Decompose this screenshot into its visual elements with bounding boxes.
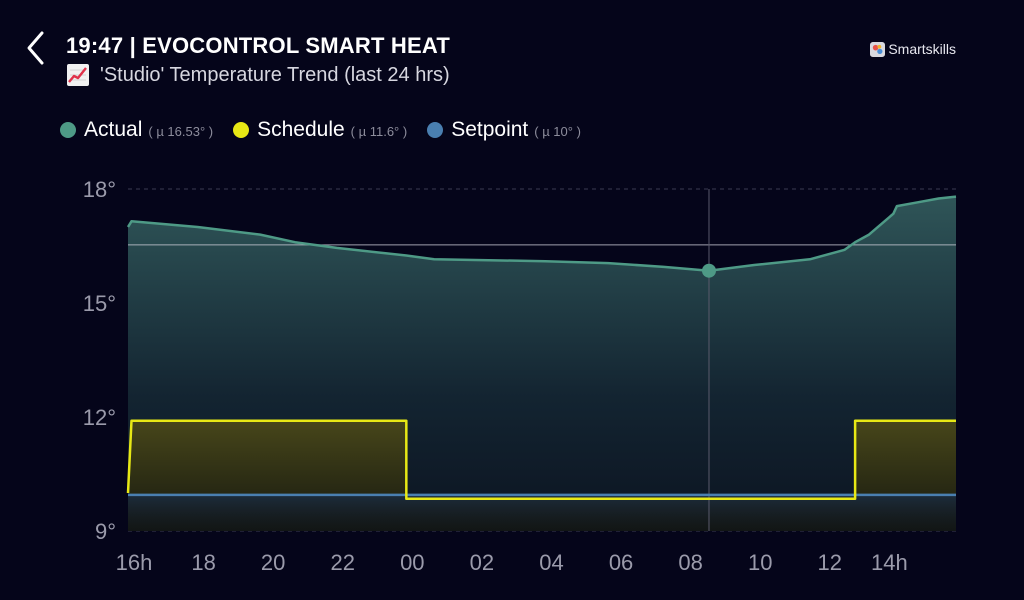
- legend-dot-schedule: [233, 122, 250, 138]
- legend-mean-setpoint: ( µ 10° ): [534, 124, 581, 139]
- x-tick-label: 02: [470, 550, 494, 575]
- x-tick-label: 18: [191, 550, 215, 575]
- legend-item-setpoint[interactable]: Setpoint ( µ 10° ): [427, 118, 581, 142]
- legend-label-schedule: Schedule: [257, 118, 345, 141]
- y-tick-label: 15°: [83, 291, 116, 316]
- brand: Smartskills: [870, 41, 956, 57]
- page-title: 19:47 | EVOCONTROL SMART HEAT: [66, 33, 450, 58]
- smartskills-logo-icon: [870, 41, 886, 57]
- setpoint-area: [128, 494, 956, 531]
- x-tick-label: 08: [678, 550, 702, 575]
- x-tick-label: 12: [818, 550, 842, 575]
- legend-dot-actual: [60, 122, 76, 138]
- x-tick-label: 06: [609, 550, 633, 575]
- legend-mean-schedule: ( µ 11.6° ): [350, 124, 408, 139]
- y-tick-label: 12°: [83, 405, 116, 430]
- legend-mean-actual: ( µ 16.53° ): [148, 124, 214, 139]
- subtitle-row: 'Studio' Temperature Trend (last 24 hrs): [66, 63, 450, 87]
- legend-label-actual: Actual: [84, 118, 143, 141]
- y-tick-label: 18°: [83, 177, 116, 202]
- legend-item-actual[interactable]: Actual ( µ 16.53° ): [60, 118, 213, 142]
- x-tick-label: 22: [330, 550, 354, 575]
- schedule-line: [126, 419, 956, 500]
- legend-label-setpoint: Setpoint: [451, 118, 529, 141]
- brand-name: Smartskills: [888, 41, 956, 57]
- x-tick-label: 20: [261, 550, 285, 575]
- x-tick-label: 10: [748, 550, 772, 575]
- legend-dot-setpoint: [427, 122, 444, 138]
- x-tick-label: 00: [400, 550, 424, 575]
- chevron-left-icon: [27, 31, 44, 65]
- header: 19:47 | EVOCONTROL SMART HEAT 'Studio' T…: [0, 0, 1024, 100]
- chart-subtitle: 'Studio' Temperature Trend (last 24 hrs): [100, 63, 450, 86]
- back-button[interactable]: [22, 30, 50, 66]
- legend-item-schedule[interactable]: Schedule ( µ 11.6° ): [233, 118, 407, 142]
- x-tick-label: 16h: [116, 550, 153, 575]
- chart-legend: Actual ( µ 16.53° ) Schedule ( µ 11.6° )…: [60, 118, 601, 142]
- x-tick-label: 14h: [871, 550, 908, 575]
- actual-line: [126, 195, 957, 272]
- chart-increasing-icon: [67, 64, 89, 86]
- x-tick-label: 04: [539, 550, 563, 575]
- y-tick-label: 9°: [95, 519, 116, 544]
- cursor-point: [701, 263, 716, 278]
